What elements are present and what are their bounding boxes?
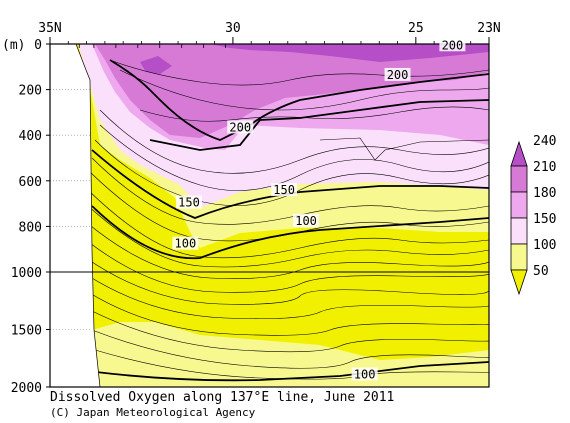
colorbar-label: 50 xyxy=(533,264,549,279)
x-tick-label: 23N xyxy=(477,21,500,36)
colorbar-bottom-arrow xyxy=(510,269,528,296)
contour-label: 100 xyxy=(354,368,376,382)
contour-line-thin-5 xyxy=(87,189,489,259)
contour-line-thin-9 xyxy=(85,257,489,305)
land-wedge xyxy=(50,44,100,387)
band-purple xyxy=(95,44,489,138)
colorbar-segment xyxy=(510,165,528,193)
contour-line-thin-13 xyxy=(91,329,489,369)
chart-credit: (C) Japan Meteorological Agency xyxy=(50,406,256,419)
y-unit-label: (m) xyxy=(2,38,25,53)
y-tick-label: 1000 xyxy=(11,266,42,281)
contour-labels: 200 200 200 150 150 100 100 100 xyxy=(172,38,466,382)
y-tick-label: 400 xyxy=(19,129,42,144)
colorbar-segment xyxy=(510,217,528,245)
contour-label-bg xyxy=(439,38,466,52)
band-darkpurple-patch xyxy=(140,56,172,74)
contour-line-thick-0 xyxy=(109,59,489,141)
colorbar-label: 210 xyxy=(533,160,556,175)
contour-label: 100 xyxy=(175,237,197,251)
y-tick-label: 2000 xyxy=(11,381,42,396)
contour-label: 200 xyxy=(387,68,409,82)
colorbar-label: 150 xyxy=(533,212,556,227)
x-tick-label: 35N xyxy=(38,21,61,36)
land-edge-line xyxy=(75,43,101,388)
contour-line-thick-3 xyxy=(91,205,489,260)
contour-label-bg xyxy=(351,367,378,381)
colorbar-label: 100 xyxy=(533,238,556,253)
contour-label-bg xyxy=(271,183,298,197)
contour-label: 150 xyxy=(178,196,200,210)
contour-line-thin-7 xyxy=(85,221,489,279)
y-tick-label: 0 xyxy=(34,38,42,53)
contour-line-thick-4 xyxy=(95,361,489,382)
contour-line-thin-0 xyxy=(99,109,489,174)
contour-label: 100 xyxy=(295,214,317,228)
x-tick-label: 25 xyxy=(408,21,424,36)
colorbar-label: 240 xyxy=(533,134,556,149)
contour-line-thin-1 xyxy=(99,124,489,191)
contour-line-thin-15 xyxy=(119,69,489,111)
colorbar-segment xyxy=(510,191,528,219)
grid-lines xyxy=(50,89,489,330)
colorbar: 50 100 150 180 210 240 xyxy=(510,134,556,296)
contour-label-bg xyxy=(227,120,254,134)
contour-line-thin-6 xyxy=(86,204,489,268)
contour-line-thin-18 xyxy=(319,137,489,161)
axes: 35N 30 25 23N 0 200 400 600 800 1000 1500 2000 (m) xyxy=(2,21,501,396)
chart-title: Dissolved Oxygen along 137°E line, June … xyxy=(50,390,395,405)
contour-line-thin-11 xyxy=(87,291,489,336)
contour-label-bg xyxy=(293,213,320,227)
band-darkpurple xyxy=(210,44,489,62)
contour-label-bg xyxy=(172,236,199,250)
colorbar-segment xyxy=(510,243,528,271)
contour-line-thin-12 xyxy=(89,309,489,353)
contour-label: 150 xyxy=(273,183,295,197)
plot-area xyxy=(50,44,489,387)
contour-line-thick-1 xyxy=(149,99,489,151)
contour-label: 200 xyxy=(442,38,464,52)
contour-line-thin-17 xyxy=(139,106,489,122)
y-tick-label: 1500 xyxy=(11,324,42,339)
contour-line-thin-2 xyxy=(94,139,489,206)
contour-line-thin-8 xyxy=(85,239,489,293)
colorbar-label: 180 xyxy=(533,186,556,201)
x-tick-label: 30 xyxy=(225,21,241,36)
contour-line-thin-10 xyxy=(86,274,489,320)
y-tick-label: 600 xyxy=(19,175,42,190)
land-mask xyxy=(50,43,101,388)
y-tick-label: 800 xyxy=(19,220,42,235)
contour-label-bg xyxy=(176,195,203,209)
y-tick-label: 200 xyxy=(19,84,42,99)
colorbar-top-arrow xyxy=(510,140,528,167)
contour-label-bg xyxy=(384,67,411,81)
contour-line-thin-16 xyxy=(109,59,489,86)
contour-label: 200 xyxy=(229,120,251,134)
